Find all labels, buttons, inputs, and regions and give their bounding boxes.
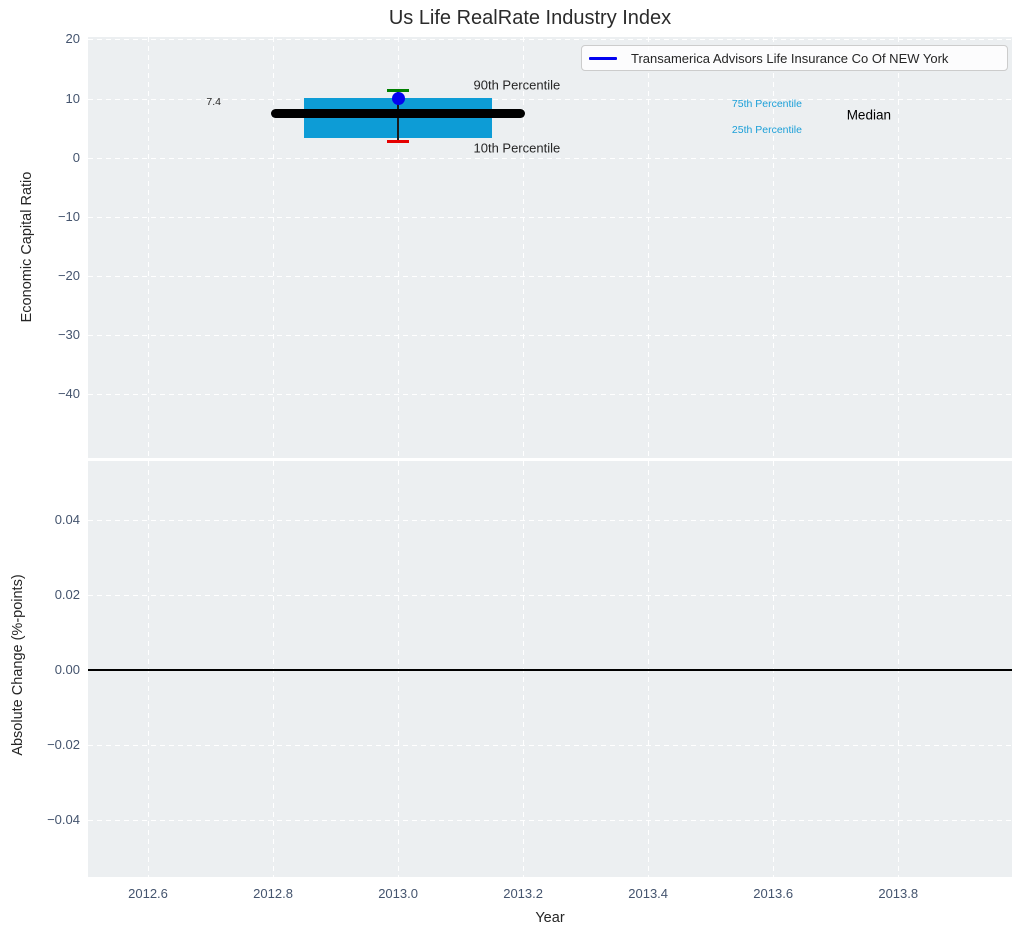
grid-line-horizontal xyxy=(88,217,1012,218)
p10-cap xyxy=(387,140,410,143)
y-tick-label: −20 xyxy=(8,268,80,283)
y-tick-label: 0.04 xyxy=(8,512,80,527)
x-tick-label: 2013.4 xyxy=(628,886,668,901)
grid-line-horizontal xyxy=(88,158,1012,159)
median-line xyxy=(271,109,525,118)
top-y-axis-label: Economic Capital Ratio xyxy=(19,172,35,323)
figure: Us Life RealRate Industry Index Economic… xyxy=(0,0,1025,940)
grid-line-horizontal xyxy=(88,595,1012,596)
grid-line-horizontal xyxy=(88,335,1012,336)
y-tick-label: 0.02 xyxy=(8,587,80,602)
y-tick-label: −0.04 xyxy=(8,812,80,827)
grid-line-horizontal xyxy=(88,745,1012,746)
y-tick-label: 0 xyxy=(8,150,80,165)
grid-line-vertical xyxy=(898,37,899,458)
grid-line-vertical xyxy=(648,37,649,458)
grid-line-vertical xyxy=(273,37,274,458)
bottom-axes xyxy=(88,461,1012,877)
x-tick-label: 2013.8 xyxy=(878,886,918,901)
x-tick-label: 2013.2 xyxy=(503,886,543,901)
x-tick-label: 2013.0 xyxy=(378,886,418,901)
legend: Transamerica Advisors Life Insurance Co … xyxy=(581,45,1008,71)
x-tick-label: 2013.6 xyxy=(753,886,793,901)
y-tick-label: 10 xyxy=(8,91,80,106)
legend-line-swatch xyxy=(589,57,617,60)
company-marker-dot xyxy=(392,92,405,105)
x-tick-label: 2012.6 xyxy=(128,886,168,901)
grid-line-horizontal xyxy=(88,39,1012,40)
chart-title: Us Life RealRate Industry Index xyxy=(389,7,671,30)
y-tick-label: −40 xyxy=(8,386,80,401)
y-tick-label: −30 xyxy=(8,327,80,342)
annotation: Median xyxy=(847,108,891,123)
y-tick-label: −0.02 xyxy=(8,737,80,752)
annotation: 10th Percentile xyxy=(473,141,560,156)
grid-line-vertical xyxy=(148,37,149,458)
x-tick-label: 2012.8 xyxy=(253,886,293,901)
legend-label: Transamerica Advisors Life Insurance Co … xyxy=(631,51,948,66)
annotation: 7.4 xyxy=(206,96,221,108)
y-tick-label: 20 xyxy=(8,31,80,46)
y-tick-label: −10 xyxy=(8,209,80,224)
grid-line-horizontal xyxy=(88,99,1012,100)
grid-line-horizontal xyxy=(88,276,1012,277)
grid-line-horizontal xyxy=(88,820,1012,821)
y-tick-label: 0.00 xyxy=(8,662,80,677)
annotation: 25th Percentile xyxy=(732,124,802,136)
grid-line-horizontal xyxy=(88,394,1012,395)
grid-line-horizontal xyxy=(88,520,1012,521)
x-axis-label: Year xyxy=(535,910,564,926)
zero-line xyxy=(88,669,1012,671)
annotation: 90th Percentile xyxy=(473,77,560,92)
annotation: 75th Percentile xyxy=(732,98,802,110)
top-axes xyxy=(88,37,1012,458)
grid-line-vertical xyxy=(523,37,524,458)
